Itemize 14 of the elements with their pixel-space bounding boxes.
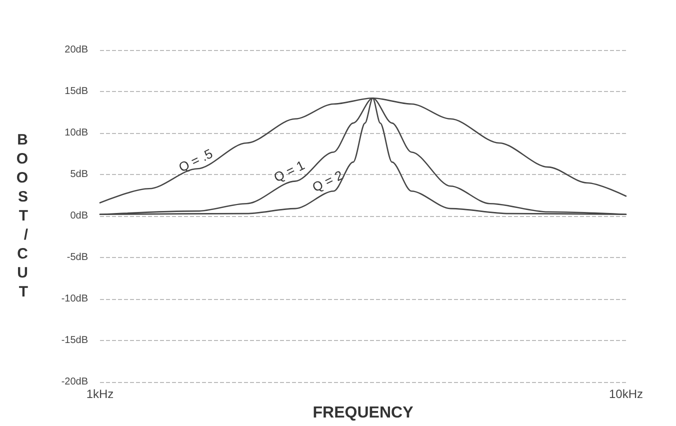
y-tick-label: 10dB bbox=[64, 128, 88, 139]
x-tick-label: 10kHz bbox=[608, 387, 644, 402]
x-tick-label: 1kHz bbox=[86, 387, 114, 402]
y-tick-label: 20dB bbox=[64, 44, 88, 56]
y-tick-label: -10dB bbox=[61, 294, 88, 305]
annotation: Q = 1 bbox=[271, 157, 307, 185]
text: BOOST/CUT bbox=[16, 132, 28, 301]
y-tick-label: 0dB bbox=[70, 210, 88, 222]
y-tick-label: 15dB bbox=[64, 86, 88, 98]
y-tick-label: -20dB bbox=[61, 376, 88, 388]
y-tick-label: 5dB bbox=[70, 169, 88, 180]
x-axis-title: FREQUENCY bbox=[312, 404, 414, 422]
y-tick-label: -5dB bbox=[66, 252, 88, 264]
y-tick-label: -15dB bbox=[61, 335, 88, 346]
